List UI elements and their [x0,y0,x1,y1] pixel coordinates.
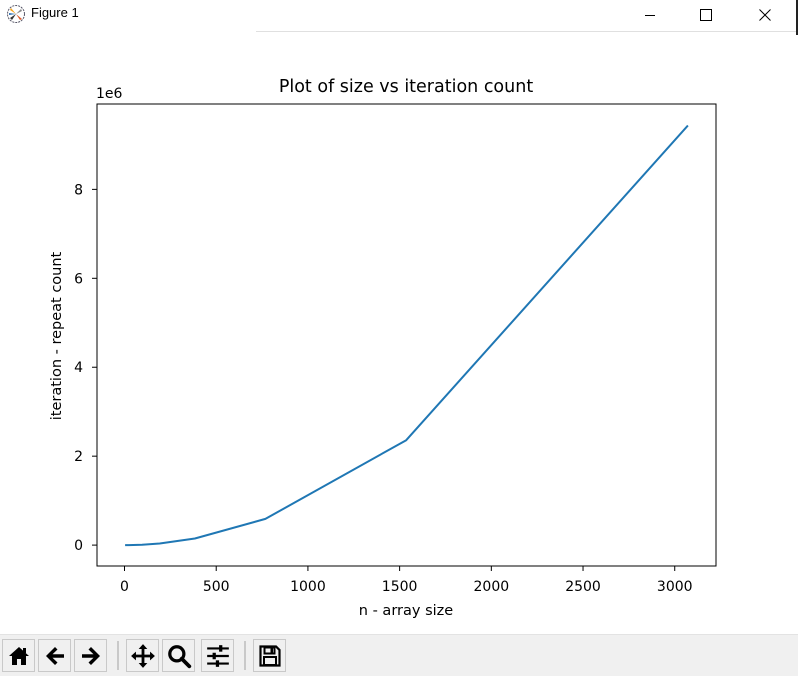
arrow-left-icon [45,646,64,665]
x-tick-label: 1000 [290,579,326,595]
close-icon [759,9,771,21]
minimize-button[interactable] [627,0,673,30]
toolbar-separator [117,641,119,670]
y-tick-label: 2 [74,449,83,465]
x-tick-label: 1500 [382,579,418,595]
zoom-button[interactable] [162,639,195,672]
y-axis-label: iteration - repeat count [49,251,65,420]
y-axis-ticks: 0 2 4 6 8 [74,182,97,554]
back-button[interactable] [38,639,71,672]
maximize-icon [700,9,712,21]
floppy-disk-icon [258,644,281,667]
x-tick-label: 2500 [565,579,601,595]
plot-area: Plot of size vs iteration count 1e6 0 500… [49,77,717,619]
toolbar-separator [244,641,246,670]
x-tick-label: 3000 [657,579,693,595]
window-edge [796,0,798,35]
matplotlib-logo-icon [7,5,25,23]
home-icon [8,646,29,665]
forward-button[interactable] [74,639,107,672]
close-button[interactable] [742,0,788,30]
data-line [124,124,689,547]
window-title: Figure 1 [31,5,79,20]
save-button[interactable] [253,639,286,672]
x-axis-ticks: 0 500 1000 1500 2000 2500 3000 [120,566,693,595]
home-button[interactable] [2,639,35,672]
arrow-right-icon [81,646,100,665]
configure-subplots-button[interactable] [201,639,234,672]
y-tick-label: 8 [74,182,83,198]
chart-title: Plot of size vs iteration count [279,77,534,97]
minimize-icon [645,15,655,16]
y-tick-label: 4 [74,360,83,376]
x-tick-label: 2000 [474,579,510,595]
magnifier-icon [167,644,191,668]
sliders-icon [206,644,229,667]
titlebar-divider [256,31,798,32]
move-icon [130,643,155,668]
navigation-toolbar [0,634,798,676]
pan-button[interactable] [126,639,159,672]
x-tick-label: 0 [120,579,129,595]
x-axis-label: n - array size [359,603,453,619]
x-tick-label: 500 [203,579,230,595]
y-axis-offset-label: 1e6 [96,86,123,102]
y-tick-label: 6 [74,271,83,287]
maximize-button[interactable] [683,0,729,30]
y-tick-label: 0 [74,538,83,554]
window-titlebar: Figure 1 [0,0,798,30]
figure-canvas[interactable]: Plot of size vs iteration count 1e6 0 500… [0,32,798,632]
axes-frame [96,103,717,567]
